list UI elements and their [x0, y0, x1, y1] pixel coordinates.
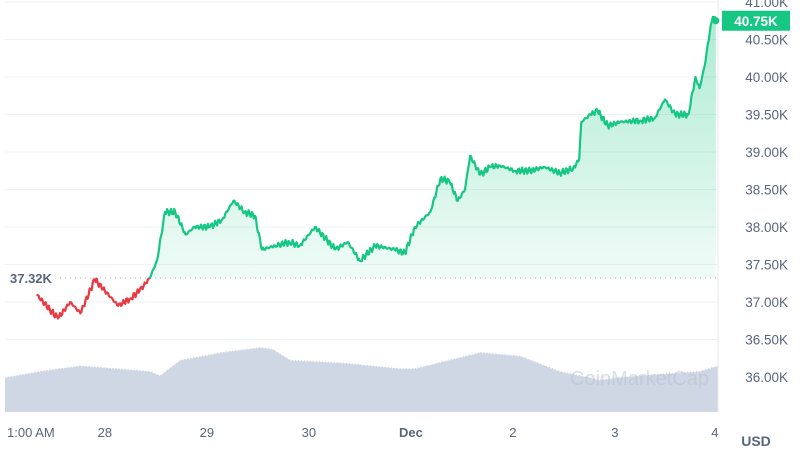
currency-label: USD: [741, 433, 771, 449]
x-tick-label: 29: [200, 425, 214, 440]
x-tick-label: 3: [611, 425, 618, 440]
y-tick-label: 38.50K: [745, 183, 788, 198]
x-tick-label: 4: [711, 425, 718, 440]
current-price-badge: [722, 10, 790, 31]
volume-area: [5, 347, 718, 412]
current-price-dot: [712, 17, 720, 25]
y-tick-label: 37.50K: [745, 258, 788, 273]
x-tick-label: 28: [98, 425, 112, 440]
y-tick-label: 36.50K: [745, 333, 788, 348]
y-tick-label: 40.00K: [745, 70, 788, 85]
price-area-fill: [36, 17, 716, 278]
x-tick-label: 2: [509, 425, 516, 440]
price-line-up: [95, 15, 717, 278]
y-tick-label: 39.00K: [745, 145, 788, 160]
y-tick-label: 39.50K: [745, 108, 788, 123]
y-tick-label: 38.00K: [745, 220, 788, 235]
y-tick-label: 37.00K: [745, 295, 788, 310]
baseline-label: 37.32K: [10, 271, 53, 286]
watermark: CoinMarketCap: [570, 368, 709, 390]
y-tick-label: 36.00K: [745, 370, 788, 385]
x-tick-label: Dec: [399, 425, 423, 440]
x-tick-label: 1:00 AM: [7, 425, 55, 440]
y-tick-label: 41.00K: [745, 0, 788, 10]
current-price-label: 40.75K: [734, 14, 778, 29]
x-tick-label: 30: [302, 425, 316, 440]
y-tick-label: 40.50K: [745, 33, 788, 48]
